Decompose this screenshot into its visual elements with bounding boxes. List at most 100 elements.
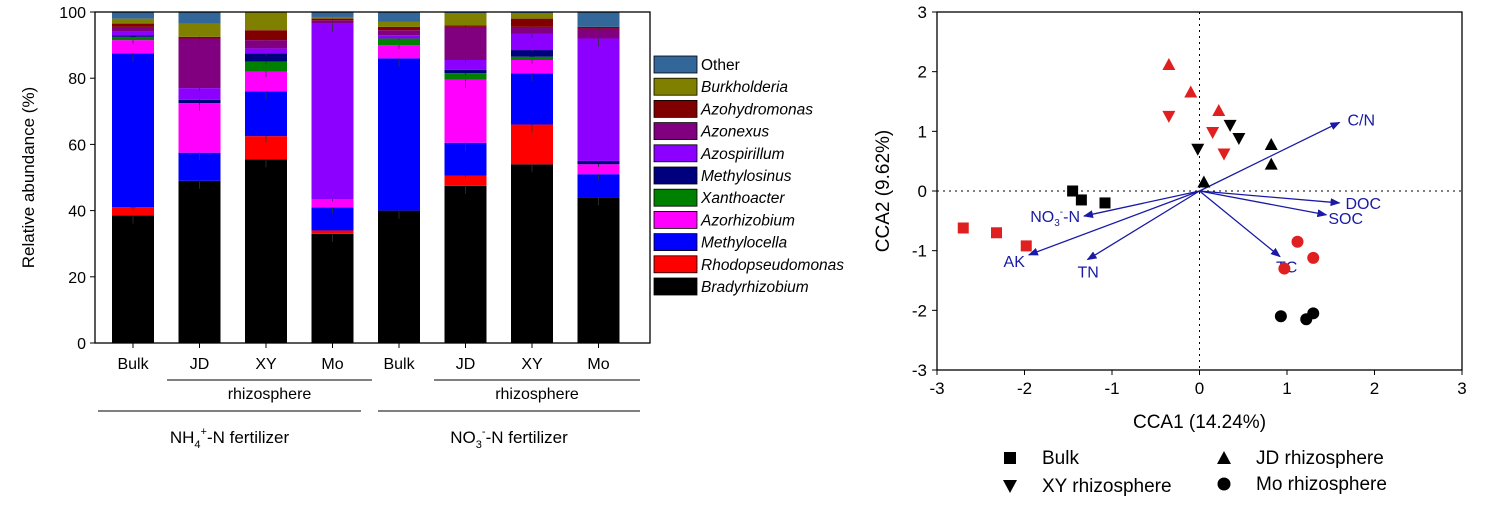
legend-label: JD rhizosphere [1256, 448, 1384, 469]
x-tick-label: 1 [1282, 379, 1291, 398]
label-sub: 4 [194, 439, 200, 451]
bar-segment-bradyrhizobium [444, 185, 487, 343]
legend-label: Burkholderia [701, 79, 788, 96]
bar-segment-bradyrhizobium [178, 180, 221, 343]
legend-swatch [653, 100, 698, 118]
x-tick-label: Mo [321, 356, 343, 373]
data-point [1191, 143, 1205, 156]
bar-segment-azorhizobium [245, 71, 287, 92]
bar-stack-2 [178, 12, 221, 343]
y-tick-label: 1 [918, 122, 927, 141]
y-axis-label: Relative abundance (%) [19, 87, 38, 268]
bar-segment-azohydromonas [378, 26, 420, 31]
y-tick-label: 3 [918, 3, 927, 22]
bar-segment-xanthoacter [378, 38, 420, 46]
bar-segment-methylocella [112, 53, 154, 208]
label-sup: + [201, 426, 207, 438]
y-tick-label: 0 [918, 182, 927, 201]
x-tick-label: XY [521, 356, 543, 373]
env-vector-label: TN [1078, 265, 1099, 282]
legend-label: Azonexus [700, 124, 769, 141]
bar-segment-burkholderia [112, 18, 154, 24]
bar-segment-other [178, 12, 221, 24]
env-vector-label: AK [1004, 254, 1026, 271]
env-vector-label: SOC [1328, 211, 1363, 228]
bar-segment-azonexus [577, 28, 620, 39]
bar-segment-azohydromonas [245, 30, 287, 41]
legend-label: Azospirillum [700, 146, 785, 163]
legend-swatch [653, 144, 698, 163]
legend-swatch [653, 188, 698, 207]
y-tick-label: 0 [77, 336, 86, 353]
legend-label: Rhodopseudomonas [701, 257, 844, 274]
label-sup: - [1060, 207, 1063, 218]
bar-segment-azorhizobium [112, 40, 154, 54]
bar-segment-bradyrhizobium [245, 159, 287, 343]
bar-stack-3 [245, 12, 287, 343]
label-base: NO [450, 428, 476, 447]
bar-stack-6 [444, 12, 487, 343]
bar-segment-burkholderia [245, 12, 287, 31]
data-point [1020, 240, 1032, 252]
env-vector-label: C/N [1348, 112, 1376, 129]
bar-segment-azohydromonas [311, 18, 354, 21]
bar-segment-azonexus [511, 26, 553, 34]
bar-segment-azonexus [378, 30, 420, 36]
y-tick-label: 60 [68, 137, 86, 154]
series-jd-rhizosphere [1162, 58, 1278, 188]
bar-segment-methylocella [577, 174, 620, 198]
bar-segment-xanthoacter [444, 73, 487, 80]
x-tick-label: -3 [929, 379, 944, 398]
env-vector-arrow [1199, 190, 1328, 218]
bar-segment-azospirillum [444, 59, 487, 70]
bar-segment-azospirillum [511, 33, 553, 51]
env-vector-arrow [1199, 190, 1341, 207]
legend-marker [1003, 480, 1017, 493]
fertilizer-group-label: NH4+-N fertilizer [170, 426, 290, 451]
label-sub: 3 [476, 439, 482, 451]
y-tick-label: -3 [912, 361, 927, 380]
bar-stack-1 [112, 12, 154, 343]
env-vector-label: DOC [1346, 196, 1382, 213]
bar-segment-rhodopseudomonas [112, 207, 154, 216]
bar-segment-other [311, 12, 354, 17]
bar-segment-azorhizobium [378, 45, 420, 59]
bar-segment-methylosinus [444, 69, 487, 74]
bar-segment-azohydromonas [511, 18, 553, 27]
y-tick-label: 40 [68, 204, 86, 221]
y-tick-label: -1 [912, 242, 927, 261]
bar-segment-azonexus [112, 26, 154, 32]
legend-marker [1004, 452, 1016, 464]
env-vector-arrow [1086, 190, 1200, 261]
bar-segment-bradyrhizobium [511, 164, 553, 343]
bar-stack-8 [577, 12, 620, 343]
bar-segment-xanthoacter [511, 56, 553, 60]
data-point [1291, 235, 1304, 248]
label-rest: -N [1063, 209, 1080, 226]
bar-segment-xanthoacter [112, 36, 154, 41]
bar-segment-azohydromonas [178, 36, 221, 39]
x-tick-label: JD [456, 356, 476, 373]
legend-label: Methylocella [701, 235, 788, 252]
bar-segment-methylocella [511, 73, 553, 125]
bar-segment-azospirillum [178, 88, 221, 100]
bar-segment-methylocella [378, 58, 420, 211]
x-tick-label: 0 [1195, 379, 1204, 398]
bar-segment-burkholderia [178, 23, 221, 37]
x-tick-label: JD [190, 356, 210, 373]
bar-segment-azohydromonas [577, 26, 620, 29]
y-tick-label: -2 [912, 301, 927, 320]
env-vector-arrow [1027, 190, 1200, 256]
legend-swatch [653, 122, 698, 140]
x-tick-label: 3 [1457, 379, 1466, 398]
bar-stack-7 [511, 12, 553, 343]
series-mo-rhizosphere [1274, 235, 1320, 326]
bar-segment-azorhizobium [577, 164, 620, 175]
legend-label: Azohydromonas [700, 101, 813, 118]
legend-marker [1217, 451, 1231, 464]
data-point [1075, 194, 1087, 206]
label-rest: -N fertilizer [486, 428, 569, 447]
legend-label: XY rhizosphere [1042, 476, 1172, 497]
bar-stack-4 [311, 12, 354, 343]
